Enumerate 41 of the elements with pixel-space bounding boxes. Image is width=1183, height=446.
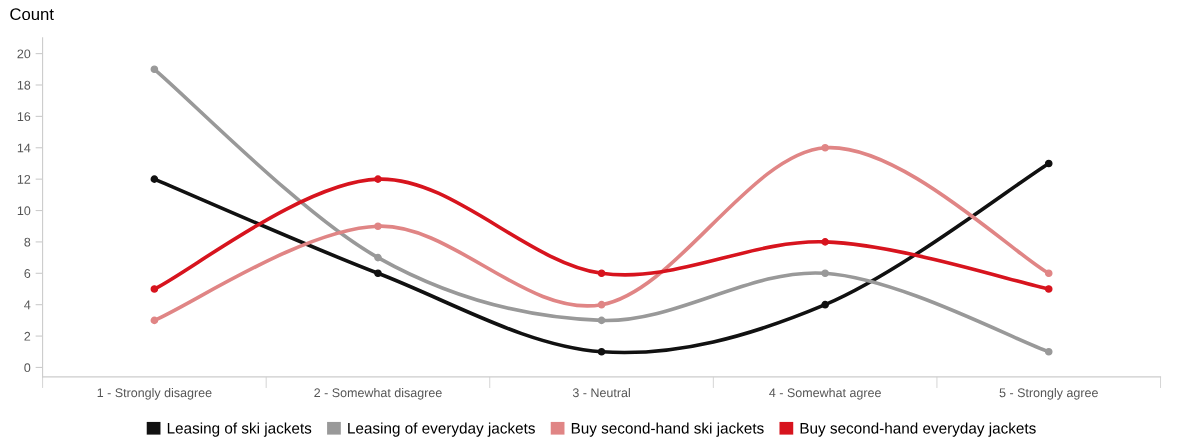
point bbox=[1044, 347, 1053, 356]
y-tick-label: 6 bbox=[24, 269, 31, 278]
point bbox=[374, 253, 382, 262]
point bbox=[150, 175, 159, 183]
legend-label: Buy second-hand everyday jackets bbox=[800, 422, 1036, 437]
legend-label: Buy second-hand ski jackets bbox=[571, 422, 764, 437]
point bbox=[597, 347, 606, 356]
y-tick-label: 16 bbox=[17, 112, 31, 122]
point bbox=[150, 316, 159, 325]
y-axis-title: Count bbox=[10, 8, 54, 21]
point bbox=[597, 316, 606, 325]
point bbox=[821, 269, 829, 278]
point bbox=[374, 222, 382, 231]
point bbox=[150, 285, 159, 293]
y-tick-label: 14 bbox=[17, 143, 31, 153]
y-tick-label: 10 bbox=[17, 206, 31, 216]
x-tick-label: 1 - Strongly disagree bbox=[97, 387, 212, 400]
point bbox=[597, 269, 606, 278]
legend-label: Leasing of everyday jackets bbox=[348, 422, 535, 437]
y-tick-label: 4 bbox=[24, 300, 31, 310]
point bbox=[597, 300, 606, 309]
y-tick-label: 18 bbox=[17, 80, 31, 90]
point bbox=[374, 269, 382, 278]
point bbox=[150, 65, 159, 74]
y-tick-label: 12 bbox=[17, 174, 31, 184]
y-tick-label: 0 bbox=[24, 363, 31, 373]
x-tick-label: 3 - Neutral bbox=[572, 387, 630, 398]
point bbox=[1044, 269, 1053, 278]
y-tick-label: 2 bbox=[24, 331, 31, 341]
point bbox=[821, 300, 829, 309]
legend-label: Leasing of ski jackets bbox=[167, 422, 312, 437]
point bbox=[821, 238, 829, 246]
y-tick-label: 20 bbox=[17, 49, 31, 59]
point bbox=[1044, 285, 1053, 293]
point bbox=[374, 175, 382, 183]
x-tick-label: 2 - Somewhat disagree bbox=[314, 387, 442, 400]
point bbox=[821, 143, 829, 152]
point bbox=[1044, 159, 1053, 168]
x-tick-label: 4 - Somewhat agree bbox=[769, 387, 881, 400]
x-tick-label: 5 - Strongly agree bbox=[999, 387, 1098, 400]
y-tick-label: 8 bbox=[24, 237, 31, 247]
